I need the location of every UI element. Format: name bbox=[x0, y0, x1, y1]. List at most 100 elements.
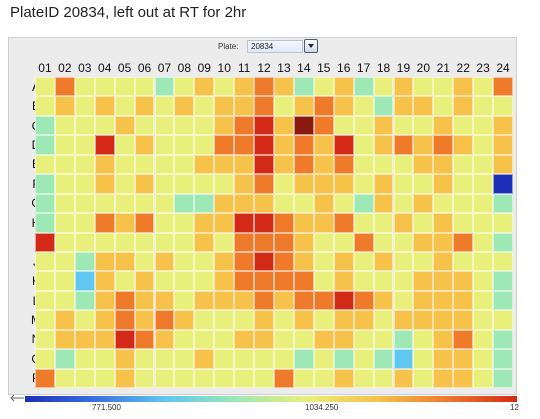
well-cell[interactable] bbox=[333, 232, 354, 252]
well-cell[interactable] bbox=[194, 135, 215, 155]
well-cell[interactable] bbox=[453, 154, 474, 175]
well-cell[interactable] bbox=[293, 115, 314, 136]
well-cell[interactable] bbox=[313, 135, 334, 155]
well-cell[interactable] bbox=[293, 271, 314, 291]
well-cell[interactable] bbox=[453, 329, 474, 350]
well-cell[interactable] bbox=[274, 329, 294, 350]
well-cell[interactable] bbox=[94, 193, 115, 214]
well-cell[interactable] bbox=[333, 96, 354, 116]
well-cell[interactable] bbox=[413, 193, 434, 214]
well-cell[interactable] bbox=[333, 329, 354, 350]
well-cell[interactable] bbox=[154, 154, 175, 175]
well-cell[interactable] bbox=[453, 115, 474, 136]
well-cell[interactable] bbox=[54, 154, 75, 175]
well-cell[interactable] bbox=[413, 368, 434, 388]
well-cell[interactable] bbox=[413, 310, 434, 330]
well-cell[interactable] bbox=[174, 329, 195, 350]
well-cell[interactable] bbox=[134, 271, 155, 291]
well-cell[interactable] bbox=[234, 251, 255, 272]
well-cell[interactable] bbox=[313, 251, 334, 272]
well-cell[interactable] bbox=[74, 271, 95, 291]
well-cell[interactable] bbox=[154, 271, 175, 291]
plate-id-input[interactable]: 20834 bbox=[247, 40, 303, 53]
well-cell[interactable] bbox=[493, 154, 513, 175]
well-cell[interactable] bbox=[333, 368, 354, 388]
well-cell[interactable] bbox=[393, 329, 414, 350]
well-cell[interactable] bbox=[35, 174, 55, 194]
well-cell[interactable] bbox=[473, 193, 494, 214]
plate-dropdown-button[interactable] bbox=[304, 39, 318, 53]
well-cell[interactable] bbox=[74, 290, 95, 311]
well-cell[interactable] bbox=[473, 329, 494, 350]
well-cell[interactable] bbox=[493, 310, 513, 330]
well-cell[interactable] bbox=[373, 251, 394, 272]
well-cell[interactable] bbox=[154, 174, 175, 194]
well-cell[interactable] bbox=[373, 154, 394, 175]
well-cell[interactable] bbox=[493, 135, 513, 155]
well-cell[interactable] bbox=[473, 310, 494, 330]
well-cell[interactable] bbox=[234, 271, 255, 291]
well-cell[interactable] bbox=[313, 96, 334, 116]
well-cell[interactable] bbox=[413, 96, 434, 116]
well-cell[interactable] bbox=[373, 174, 394, 194]
well-cell[interactable] bbox=[134, 135, 155, 155]
well-cell[interactable] bbox=[493, 271, 513, 291]
well-cell[interactable] bbox=[433, 135, 454, 155]
well-cell[interactable] bbox=[234, 174, 255, 194]
well-cell[interactable] bbox=[373, 135, 394, 155]
well-cell[interactable] bbox=[134, 193, 155, 214]
well-cell[interactable] bbox=[433, 368, 454, 388]
well-cell[interactable] bbox=[94, 135, 115, 155]
well-cell[interactable] bbox=[54, 115, 75, 136]
well-cell[interactable] bbox=[353, 290, 374, 311]
well-cell[interactable] bbox=[453, 135, 474, 155]
well-cell[interactable] bbox=[373, 77, 394, 97]
well-cell[interactable] bbox=[234, 115, 255, 136]
well-cell[interactable] bbox=[114, 135, 135, 155]
well-cell[interactable] bbox=[134, 174, 155, 194]
well-cell[interactable] bbox=[393, 349, 414, 369]
well-cell[interactable] bbox=[174, 193, 195, 214]
well-cell[interactable] bbox=[293, 135, 314, 155]
well-cell[interactable] bbox=[353, 154, 374, 175]
well-cell[interactable] bbox=[433, 251, 454, 272]
well-cell[interactable] bbox=[313, 193, 334, 214]
well-cell[interactable] bbox=[254, 290, 274, 311]
well-cell[interactable] bbox=[114, 96, 135, 116]
well-cell[interactable] bbox=[293, 232, 314, 252]
well-cell[interactable] bbox=[54, 232, 75, 252]
well-cell[interactable] bbox=[293, 310, 314, 330]
well-cell[interactable] bbox=[114, 193, 135, 214]
well-cell[interactable] bbox=[234, 310, 255, 330]
well-cell[interactable] bbox=[154, 329, 175, 350]
well-cell[interactable] bbox=[54, 368, 75, 388]
well-cell[interactable] bbox=[234, 193, 255, 214]
well-cell[interactable] bbox=[433, 232, 454, 252]
well-cell[interactable] bbox=[94, 310, 115, 330]
well-cell[interactable] bbox=[313, 271, 334, 291]
well-cell[interactable] bbox=[194, 368, 215, 388]
well-cell[interactable] bbox=[74, 135, 95, 155]
well-cell[interactable] bbox=[35, 251, 55, 272]
well-cell[interactable] bbox=[274, 368, 294, 388]
well-cell[interactable] bbox=[154, 213, 175, 233]
well-cell[interactable] bbox=[353, 271, 374, 291]
well-cell[interactable] bbox=[373, 271, 394, 291]
well-cell[interactable] bbox=[254, 349, 274, 369]
well-cell[interactable] bbox=[94, 174, 115, 194]
well-cell[interactable] bbox=[174, 96, 195, 116]
well-cell[interactable] bbox=[134, 329, 155, 350]
well-cell[interactable] bbox=[493, 115, 513, 136]
well-cell[interactable] bbox=[293, 251, 314, 272]
well-cell[interactable] bbox=[333, 174, 354, 194]
well-cell[interactable] bbox=[194, 251, 215, 272]
well-cell[interactable] bbox=[134, 96, 155, 116]
well-cell[interactable] bbox=[214, 154, 235, 175]
well-cell[interactable] bbox=[413, 77, 434, 97]
well-cell[interactable] bbox=[114, 329, 135, 350]
well-cell[interactable] bbox=[134, 213, 155, 233]
well-cell[interactable] bbox=[353, 115, 374, 136]
well-cell[interactable] bbox=[94, 213, 115, 233]
well-cell[interactable] bbox=[174, 349, 195, 369]
well-cell[interactable] bbox=[214, 213, 235, 233]
